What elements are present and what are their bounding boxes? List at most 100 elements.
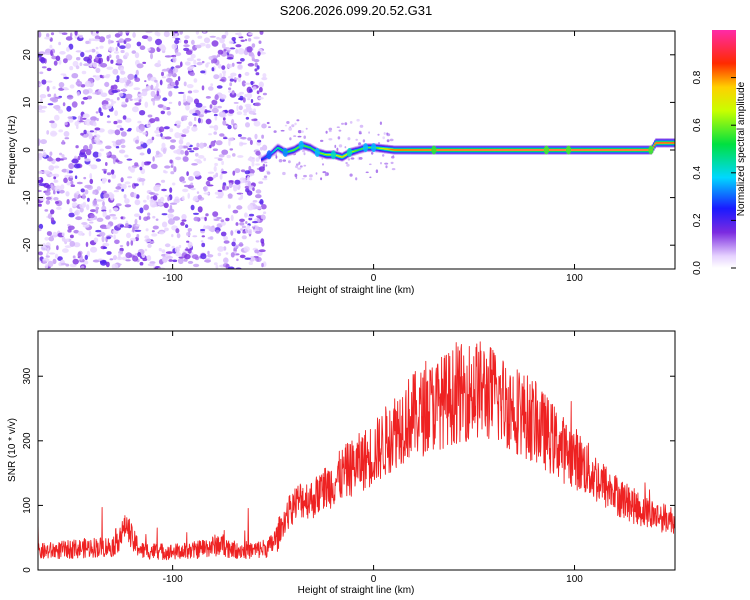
noise-speckle [103, 193, 110, 199]
noise-speckle [132, 106, 139, 113]
ridge-cell [335, 155, 338, 156]
ridge-cell [526, 149, 528, 151]
noise-speckle [224, 31, 229, 36]
noise-speckle [215, 229, 220, 234]
noise-speckle [200, 228, 206, 232]
noise-speckle [280, 129, 285, 132]
noise-speckle [258, 166, 265, 172]
noise-speckle [244, 94, 247, 98]
noise-speckle [131, 50, 137, 54]
noise-speckle [389, 138, 394, 142]
noise-speckle [70, 32, 73, 38]
noise-speckle [174, 132, 181, 139]
noise-speckle [230, 72, 237, 77]
noise-speckle [172, 182, 176, 186]
noise-speckle [239, 254, 246, 259]
noise-speckle [163, 126, 170, 130]
noise-speckle [162, 148, 167, 154]
ridge-cell [510, 149, 513, 151]
noise-speckle [110, 129, 116, 134]
noise-speckle [214, 162, 219, 167]
noise-speckle [84, 80, 92, 87]
ridge-cell [508, 149, 510, 151]
noise-speckle [182, 93, 186, 100]
noise-speckle [38, 31, 42, 38]
noise-speckle [99, 112, 104, 116]
ridge-cell [460, 149, 462, 151]
noise-speckle [217, 105, 222, 109]
noise-speckle [223, 49, 227, 52]
noise-speckle [223, 137, 228, 140]
noise-speckle [116, 58, 123, 65]
ridge-cell [496, 149, 498, 151]
noise-speckle [115, 203, 122, 207]
y-tick-label: 200 [22, 432, 33, 449]
ridge-cell [326, 154, 328, 156]
noise-speckle [169, 128, 174, 133]
noise-speckle [198, 114, 204, 118]
snr-panel: -100 0 100 0 100 200 300 Height of straight li… [7, 330, 676, 596]
ridge-cell [376, 147, 379, 149]
ridge-cell [611, 149, 614, 151]
noise-speckle [230, 214, 234, 221]
noise-speckle [245, 122, 250, 128]
noise-speckle [75, 50, 82, 53]
noise-speckle [139, 261, 144, 266]
noise-speckle [217, 49, 224, 55]
noise-speckle [236, 258, 239, 262]
ridge-cell [630, 149, 632, 151]
noise-speckle [164, 136, 172, 140]
ridge-cell [402, 149, 404, 151]
noise-speckle [195, 44, 202, 49]
noise-speckle [112, 207, 119, 211]
noise-speckle [194, 116, 197, 122]
noise-speckle [98, 152, 102, 157]
noise-speckle [226, 154, 231, 159]
ridge-cell [662, 142, 665, 144]
noise-speckle [120, 49, 125, 54]
noise-speckle [125, 259, 131, 262]
noise-speckle [105, 261, 110, 268]
noise-speckle [134, 162, 139, 167]
noise-speckle [178, 39, 182, 44]
colorbar-tick-label: 0.6 [692, 118, 703, 132]
noise-speckle [164, 243, 171, 248]
noise-speckle [180, 221, 185, 226]
ridge-cell [405, 149, 408, 151]
noise-speckle [38, 105, 43, 111]
noise-speckle [155, 38, 162, 46]
noise-speckle [296, 163, 299, 166]
ridge-cell [439, 149, 442, 151]
ridge-cell [344, 155, 346, 156]
noise-speckle [102, 201, 105, 207]
noise-speckle [382, 136, 386, 140]
noise-speckle [110, 99, 114, 102]
noise-speckle [221, 149, 229, 155]
noise-speckle [165, 107, 171, 110]
noise-speckle [134, 52, 140, 59]
noise-speckle [204, 216, 207, 222]
ridge-cell [602, 149, 604, 151]
noise-speckle [254, 249, 260, 254]
ridge-cell [560, 149, 562, 151]
ridge-cell [504, 149, 507, 151]
noise-speckle [47, 213, 53, 220]
noise-speckle [81, 222, 88, 225]
ridge-cell [480, 149, 483, 151]
noise-speckle [51, 97, 59, 103]
ridge-cell [329, 154, 332, 156]
noise-speckle [49, 173, 56, 177]
noise-speckle [133, 98, 140, 101]
noise-speckle [164, 165, 171, 169]
noise-speckle [71, 158, 79, 164]
noise-speckle [94, 127, 101, 131]
ridge-cell [274, 149, 276, 151]
noise-speckle [151, 204, 158, 208]
noise-speckle [368, 163, 372, 166]
noise-speckle [138, 93, 143, 97]
snr-ticks: -100 0 100 0 100 200 300 [22, 331, 675, 585]
ridge-cell [513, 149, 515, 151]
noise-speckle [203, 37, 211, 44]
noise-speckle [197, 194, 202, 200]
ridge-cell [353, 150, 356, 152]
